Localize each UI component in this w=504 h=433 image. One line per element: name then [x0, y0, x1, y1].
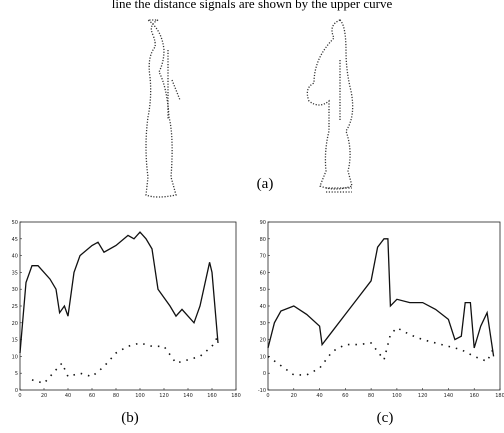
y-tick-label: -10: [258, 388, 266, 394]
y-tick-label: 70: [260, 254, 266, 260]
y-tick-label: 40: [260, 304, 266, 310]
line-series: [267, 238, 495, 357]
x-tick-label: 100: [392, 393, 402, 399]
page-text: line the distance signals are shown by t…: [112, 0, 393, 11]
y-tick-label: 50: [260, 287, 266, 293]
y-tick-label: 80: [260, 237, 266, 243]
y-tick-label: 25: [12, 304, 18, 310]
x-tick-label: 160: [469, 393, 479, 399]
x-tick-label: 20: [41, 393, 47, 399]
x-tick-label: 100: [135, 393, 145, 399]
line-series: [31, 335, 219, 385]
x-tick-label: 180: [495, 393, 504, 399]
x-tick-label: 160: [207, 393, 217, 399]
plot-frame: [19, 221, 237, 391]
x-tick-label: 80: [368, 393, 374, 399]
line-series: [267, 326, 495, 376]
x-tick-label: 0: [18, 393, 21, 399]
x-tick-label: 120: [159, 393, 169, 399]
x-tick-label: 40: [65, 393, 71, 399]
x-tick-label: 20: [291, 393, 297, 399]
y-tick-label: 60: [260, 270, 266, 276]
y-tick-label: 90: [260, 220, 266, 226]
caption: (a): [257, 176, 274, 192]
y-tick-label: 0: [263, 371, 266, 377]
y-tick-label: 20: [12, 321, 18, 327]
x-tick-label: 60: [89, 393, 95, 399]
x-tick-label: 140: [183, 393, 193, 399]
silhouettes: [145, 19, 354, 198]
y-tick-label: 5: [15, 371, 18, 377]
y-tick-label: 50: [12, 220, 18, 226]
y-tick-label: 30: [12, 287, 18, 293]
y-tick-label: 45: [12, 237, 18, 243]
x-tick-label: 120: [418, 393, 428, 399]
x-tick-label: 140: [444, 393, 454, 399]
y-tick-label: 0: [15, 388, 18, 394]
y-tick-label: 40: [12, 254, 18, 260]
x-tick-label: 80: [113, 393, 119, 399]
caption: (c): [377, 410, 394, 426]
x-tick-label: 180: [231, 393, 241, 399]
y-tick-label: 30: [260, 321, 266, 327]
y-tick-label: 10: [260, 354, 266, 360]
line-series: [19, 231, 219, 354]
x-tick-label: 60: [342, 393, 348, 399]
x-tick-label: 0: [266, 393, 269, 399]
y-tick-label: 10: [12, 354, 18, 360]
x-tick-label: 40: [316, 393, 322, 399]
y-tick-label: 20: [260, 338, 266, 344]
y-tick-label: 35: [12, 270, 18, 276]
y-tick-label: 15: [12, 338, 18, 344]
caption: (b): [121, 410, 139, 426]
